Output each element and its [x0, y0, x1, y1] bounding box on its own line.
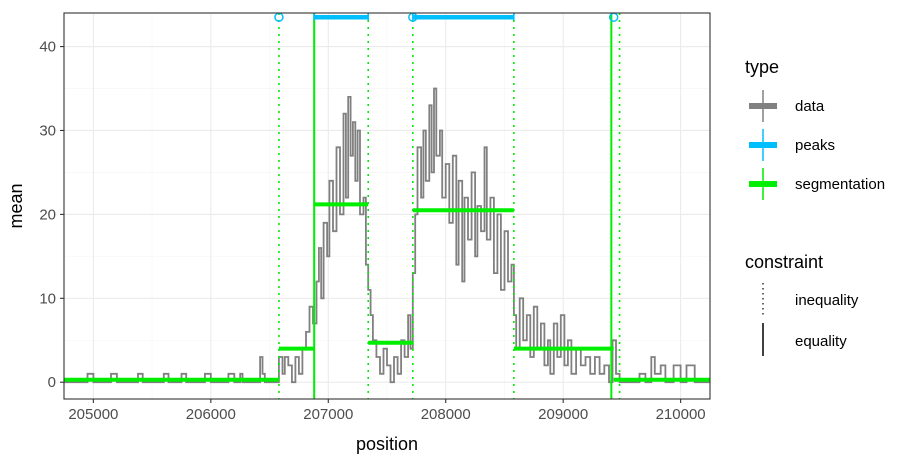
x-tick-label: 210000 — [656, 406, 706, 423]
legend-title-constraint: constraint — [745, 252, 823, 272]
y-tick-label: 30 — [39, 122, 56, 139]
axis-ticks — [60, 46, 682, 403]
legend-title-type: type — [745, 57, 779, 77]
legend-label-segmentation: segmentation — [795, 176, 885, 193]
x-tick-label: 205000 — [68, 406, 118, 423]
legend-key-peaks — [749, 129, 777, 161]
data-layer — [64, 87, 710, 384]
data-line — [64, 87, 710, 384]
minor-gridlines — [64, 13, 710, 399]
legend-key-data — [749, 90, 777, 122]
peaks-layer — [274, 12, 619, 22]
y-axis-title: mean — [6, 183, 26, 228]
legend-label-equality: equality — [795, 333, 847, 350]
x-axis-title: position — [356, 434, 418, 454]
legend-label-inequality: inequality — [795, 292, 859, 309]
legend-key-segmentation — [749, 168, 777, 200]
legend-label-peaks: peaks — [795, 137, 835, 154]
y-tick-label: 10 — [39, 290, 56, 307]
x-tick-label: 209000 — [538, 406, 588, 423]
y-tick-label: 40 — [39, 39, 56, 56]
axis-tick-labels: 205000 206000 207000 208000 209000 210000 0 10 2… — [39, 39, 705, 423]
x-tick-label: 208000 — [421, 406, 471, 423]
y-tick-label: 20 — [39, 206, 56, 223]
segmentation-layer — [64, 202, 710, 382]
legend: type data peaks segmentation constraint … — [745, 57, 885, 356]
y-tick-label: 0 — [48, 374, 56, 391]
panel-border — [63, 12, 711, 400]
x-tick-label: 206000 — [186, 406, 236, 423]
legend-label-data: data — [795, 98, 825, 115]
changepoint-layer — [278, 13, 621, 399]
x-tick-label: 207000 — [303, 406, 353, 423]
